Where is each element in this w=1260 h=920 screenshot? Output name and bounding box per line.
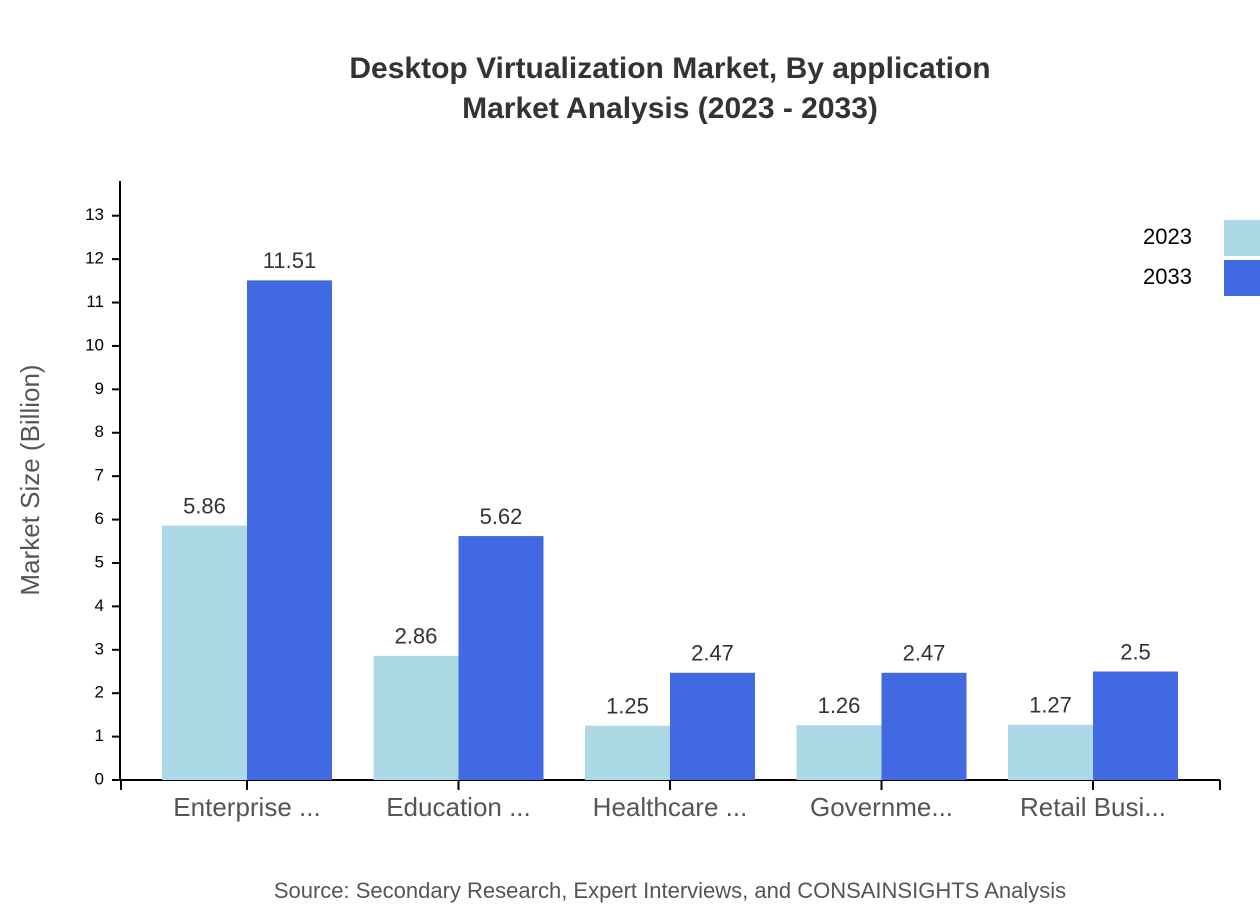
bar [1093, 671, 1178, 780]
y-tick-label: 10 [85, 335, 104, 354]
bar [247, 280, 332, 780]
value-label: 2.86 [395, 624, 438, 649]
y-tick-label: 12 [85, 249, 104, 268]
legend-label: 2023 [1143, 224, 1192, 249]
value-label: 1.25 [606, 694, 649, 719]
bar [373, 655, 459, 780]
y-tick-label: 13 [85, 205, 104, 224]
chart-subtitle: Market Analysis (2023 - 2033) [462, 92, 878, 125]
legend-swatch [1224, 260, 1260, 296]
value-label: 1.27 [1029, 693, 1072, 718]
y-tick-label: 0 [95, 769, 104, 788]
bar [458, 536, 544, 780]
y-tick-label: 11 [86, 292, 104, 311]
value-label: 5.62 [480, 504, 523, 529]
x-tick-label: Governme... [810, 792, 953, 822]
x-tick-label: Education ... [386, 792, 531, 822]
y-tick-label: 9 [95, 379, 104, 398]
bar [162, 525, 247, 780]
bar [796, 725, 882, 780]
value-label: 1.26 [818, 693, 861, 718]
y-axis-title: Market Size (Billion) [15, 364, 45, 595]
x-tick-label: Enterprise ... [173, 792, 320, 822]
bar [881, 672, 967, 780]
x-tick-label: Retail Busi... [1020, 792, 1166, 822]
bar [1008, 724, 1093, 780]
bar [585, 725, 670, 780]
value-label: 11.51 [263, 248, 316, 273]
legend-label: 2033 [1143, 264, 1192, 289]
source-note: Source: Secondary Research, Expert Inter… [274, 878, 1066, 903]
y-tick-label: 7 [95, 466, 104, 485]
y-tick-label: 4 [95, 596, 104, 615]
value-label: 5.86 [183, 493, 226, 518]
value-label: 2.47 [691, 641, 734, 666]
y-tick-label: 6 [95, 509, 104, 528]
y-tick-label: 3 [95, 639, 104, 658]
bar [670, 672, 755, 780]
y-tick-label: 2 [95, 683, 104, 702]
y-tick-label: 1 [95, 726, 104, 745]
chart-title: Desktop Virtualization Market, By applic… [349, 52, 990, 85]
y-tick-label: 5 [95, 552, 104, 571]
value-label: 2.5 [1120, 639, 1151, 664]
legend-swatch [1224, 220, 1260, 256]
y-tick-label: 8 [95, 422, 104, 441]
x-tick-label: Healthcare ... [593, 792, 748, 822]
value-label: 2.47 [903, 641, 946, 666]
